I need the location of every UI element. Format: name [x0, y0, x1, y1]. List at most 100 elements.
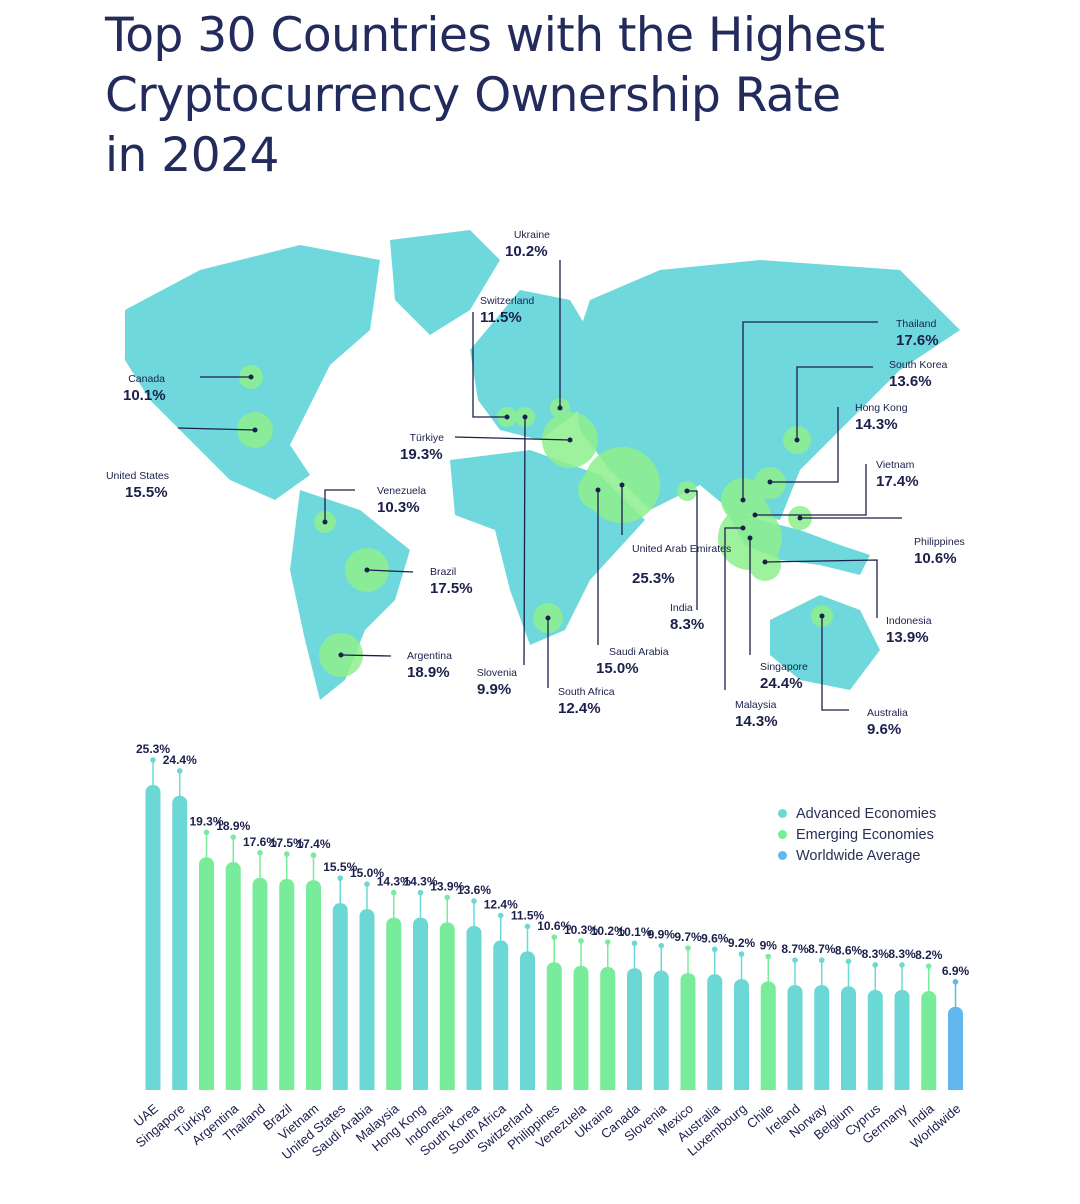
- map-label-value: 13.6%: [889, 373, 932, 390]
- bar: [627, 968, 642, 1090]
- bar-value-label: 8.3%: [888, 947, 916, 961]
- bar-value-label: 13.9%: [430, 879, 464, 893]
- bar: [306, 880, 321, 1090]
- bar-base: [413, 1082, 428, 1090]
- bar-value-label: 8.3%: [862, 947, 890, 961]
- map-label-value: 17.5%: [430, 580, 473, 597]
- map-label-name: Türkiye: [410, 432, 445, 444]
- map-label-saudi-arabia: Saudi Arabia 15.0%: [596, 646, 669, 677]
- bar-dot: [390, 889, 397, 896]
- bar-dot: [524, 923, 531, 930]
- bar-dot: [925, 963, 932, 969]
- bar: [734, 979, 749, 1090]
- bar-group: 24.4%Singapore: [133, 753, 197, 1151]
- bar: [921, 991, 937, 1090]
- bar: [680, 973, 696, 1090]
- bar: [145, 785, 161, 1090]
- bar-value-label: 8.7%: [808, 942, 836, 956]
- bar-dot: [845, 958, 852, 965]
- map-label-value: 10.1%: [123, 387, 166, 404]
- map-label-name: Thailand: [896, 318, 936, 330]
- chart-title: Top 30 Countries with the Highest Crypto…: [105, 6, 1005, 186]
- bar: [814, 985, 830, 1090]
- bar: [573, 965, 589, 1090]
- bar-base: [386, 1082, 402, 1090]
- bar-base: [921, 1082, 937, 1090]
- map-label-value: 13.9%: [886, 629, 929, 646]
- bar-base: [680, 1082, 696, 1090]
- map-label-name: Australia: [867, 707, 908, 719]
- map-label-uae: United Arab Emirates 25.3%: [632, 543, 731, 587]
- bar-layer: 25.3%UAE24.4%Singapore19.3%Türkiye18.9%A…: [131, 742, 970, 1162]
- map-label-south-africa: South Africa 12.4%: [558, 686, 615, 717]
- legend-label: Worldwide Average: [796, 847, 921, 864]
- map-label-value: 11.5%: [480, 309, 522, 326]
- bar: [279, 879, 295, 1090]
- bar-value-label: 18.9%: [216, 819, 250, 833]
- map-label-value: 8.3%: [670, 616, 704, 633]
- map-label-value: 14.3%: [855, 416, 898, 433]
- bar-base: [867, 1082, 883, 1090]
- map-label-vietnam: Vietnam 17.4%: [876, 459, 919, 490]
- bar: [841, 986, 856, 1090]
- bar-dot: [283, 851, 290, 857]
- leader-dots: [248, 374, 825, 658]
- bar-value-label: 9.7%: [674, 930, 702, 944]
- bar-base: [439, 1082, 455, 1090]
- bar-chart: 25.3%UAE24.4%Singapore19.3%Türkiye18.9%A…: [131, 742, 970, 1162]
- bar-base: [145, 1082, 161, 1090]
- legend-swatch: [778, 809, 787, 818]
- bar-value-label: 8.2%: [915, 948, 943, 962]
- map-label-value: 9.9%: [477, 681, 511, 698]
- bar-dot: [364, 881, 370, 887]
- map-label-name: United States: [106, 470, 169, 482]
- bar-dot: [578, 938, 584, 944]
- bar-value-label: 9.6%: [701, 931, 729, 945]
- legend-item-worldwide: Worldwide Average: [778, 845, 936, 866]
- bar-dot: [551, 934, 558, 941]
- bar-dot: [230, 834, 237, 840]
- map-label-malaysia: Malaysia 14.3%: [735, 699, 778, 730]
- map-label-brazil: Brazil 17.5%: [430, 566, 473, 597]
- bar: [707, 974, 723, 1090]
- title-line-1: Top 30 Countries with the Highest: [105, 8, 885, 63]
- map-label-value: 25.3%: [632, 570, 675, 587]
- map-label-value: 19.3%: [400, 446, 443, 463]
- bar-value-label: 9.9%: [648, 928, 676, 942]
- map-label-slovenia: Slovenia 9.9%: [477, 667, 517, 698]
- bar-value-label: 25.3%: [136, 742, 170, 756]
- bar-dot: [952, 979, 959, 985]
- greenland-shape: [390, 230, 500, 335]
- bar: [466, 926, 482, 1090]
- map-label-ukraine: Ukraine 10.2%: [505, 229, 550, 260]
- bar-dot: [444, 894, 451, 901]
- bar-dot: [872, 962, 879, 968]
- bar-base: [627, 1082, 642, 1090]
- map-label-india: India 8.3%: [670, 602, 704, 633]
- leader-lines: [177, 260, 902, 711]
- bar-base: [707, 1082, 723, 1090]
- bar-dot: [792, 957, 798, 963]
- map-label-turkiye: Türkiye 19.3%: [400, 432, 444, 463]
- bar-base: [573, 1082, 589, 1090]
- bar-value-label: 10.1%: [617, 925, 651, 939]
- bar-value-label: 6.9%: [942, 964, 970, 978]
- bar-dot: [765, 953, 772, 960]
- map-label-value: 17.6%: [896, 332, 939, 349]
- bar-value-label: 9.2%: [728, 936, 756, 950]
- bar: [520, 951, 535, 1090]
- bar: [493, 940, 509, 1090]
- bar-base: [787, 1082, 803, 1090]
- map-label-value: 24.4%: [760, 675, 803, 692]
- bar-dot: [631, 940, 638, 947]
- bar-value-label: 15.0%: [350, 866, 384, 880]
- bubble-indonesia: [749, 549, 781, 581]
- bar: [894, 989, 910, 1090]
- bar-dot: [417, 889, 424, 896]
- map-label-value: 18.9%: [407, 664, 450, 681]
- south-america-shape: [290, 490, 410, 700]
- map-label-venezuela: Venezuela 10.3%: [377, 485, 426, 516]
- map-label-indonesia: Indonesia 13.9%: [886, 615, 932, 646]
- map-label-thailand: Thailand 17.6%: [896, 318, 939, 349]
- bar-dot: [711, 946, 718, 953]
